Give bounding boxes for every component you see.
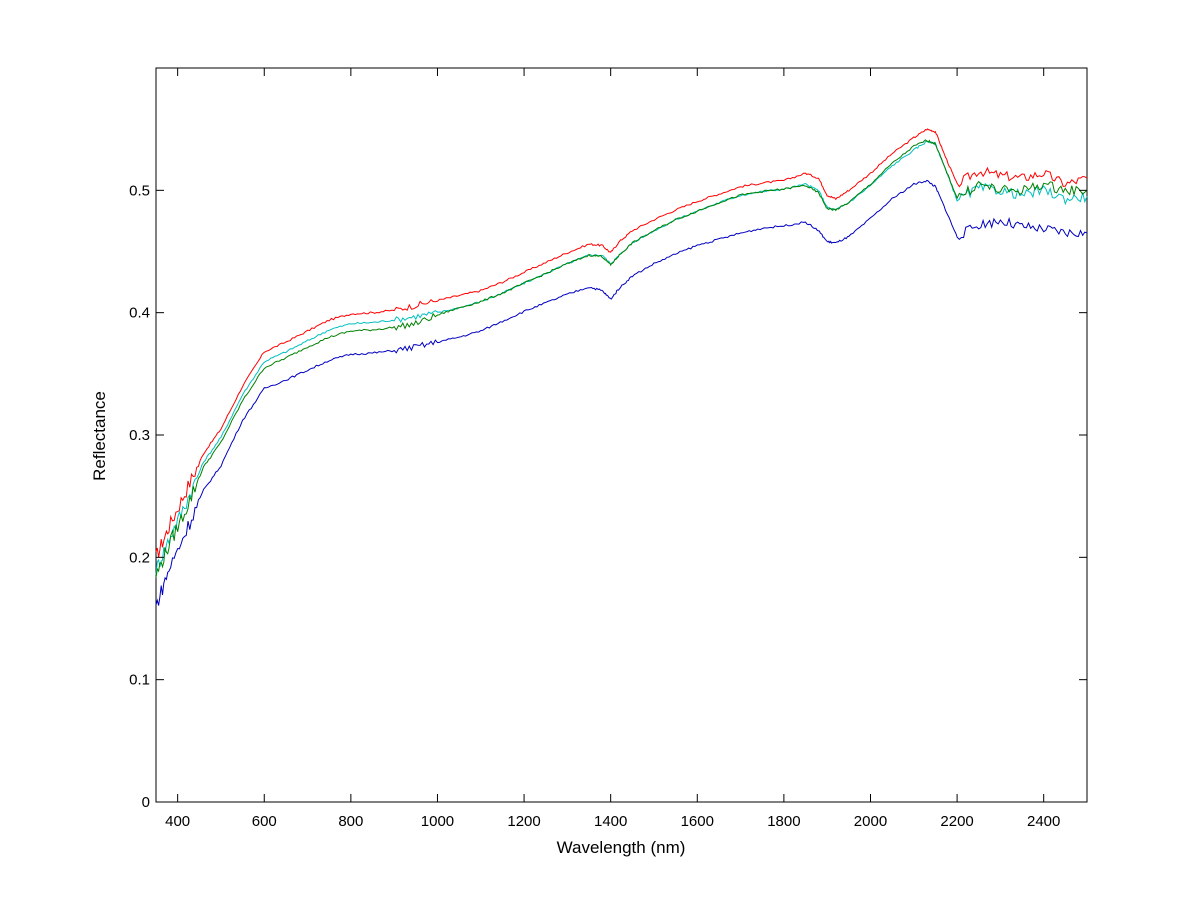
x-tick-label: 1000 <box>421 813 454 830</box>
y-tick-label: 0.4 <box>129 305 150 322</box>
x-tick-label: 1600 <box>681 813 714 830</box>
series-line-4 <box>155 179 1088 606</box>
x-axis-ticks: 400 600 800 1000 1200 1400 1600 1800 2000 2200 240… <box>165 68 1060 830</box>
series-line-3 <box>155 139 1088 578</box>
x-tick-label: 800 <box>338 813 363 830</box>
y-axis-ticks: 0 0.1 0.2 0.3 0.4 0.5 <box>129 182 1087 811</box>
y-axis-label: Reflectance <box>90 391 109 481</box>
x-tick-label: 1200 <box>507 813 540 830</box>
x-tick-label: 2000 <box>854 813 887 830</box>
x-axis-label: Wavelength (nm) <box>557 838 686 857</box>
series-line-1 <box>155 128 1088 558</box>
series-layer <box>155 128 1088 606</box>
plot-area <box>155 67 1088 803</box>
x-tick-label: 1400 <box>594 813 627 830</box>
x-tick-label: 2400 <box>1027 813 1060 830</box>
x-tick-label: 1800 <box>767 813 800 830</box>
y-tick-label: 0.1 <box>129 672 150 689</box>
y-tick-label: 0.5 <box>129 182 150 199</box>
x-tick-label: 600 <box>252 813 277 830</box>
x-tick-label: 400 <box>165 813 190 830</box>
y-tick-label: 0.2 <box>129 549 150 566</box>
x-tick-label: 2200 <box>940 813 973 830</box>
y-tick-label: 0 <box>142 794 150 811</box>
y-tick-label: 0.3 <box>129 427 150 444</box>
